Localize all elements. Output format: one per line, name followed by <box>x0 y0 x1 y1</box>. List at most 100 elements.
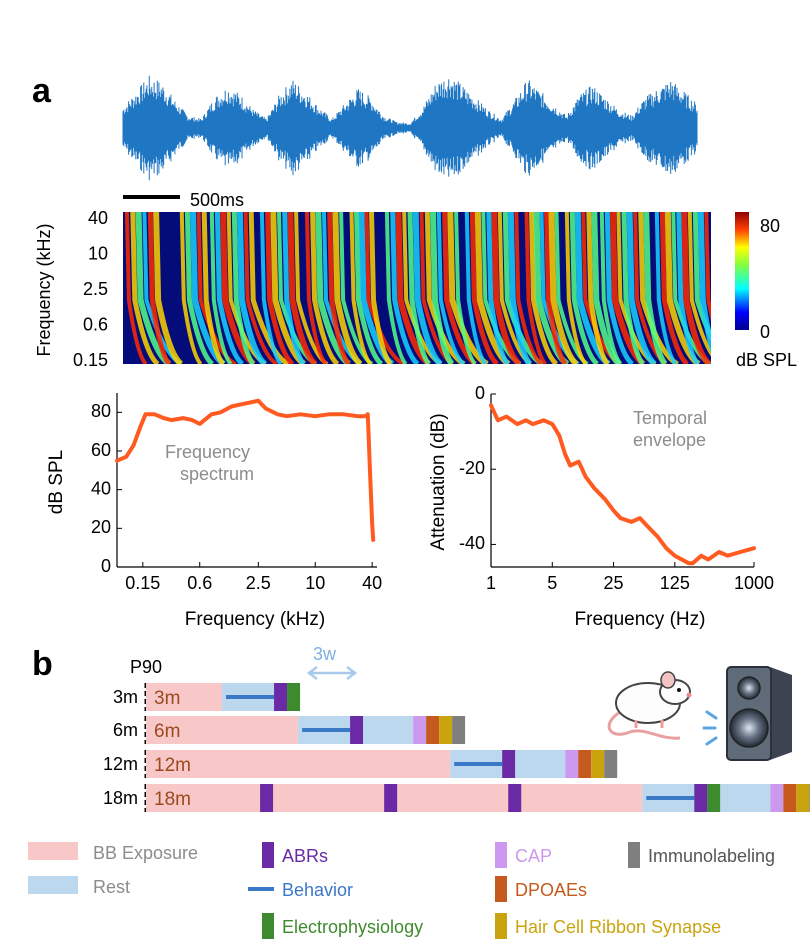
spectrogram-sweep <box>364 212 405 364</box>
exposure-bar-label: 18m <box>154 789 191 810</box>
legend-swatch <box>495 913 507 939</box>
exposure-bar <box>146 716 299 744</box>
spectrogram-sweep <box>430 212 455 364</box>
spectrogram-sweep <box>354 212 384 364</box>
legend-swatch <box>495 842 507 868</box>
timeline-marker <box>796 784 810 812</box>
spectrogram-sweep <box>692 212 711 343</box>
spectrogram-sweep <box>659 212 690 364</box>
legend-label: CAP <box>515 846 552 866</box>
spectrogram-sweep <box>599 212 623 364</box>
spectrogram-sweep <box>564 212 588 364</box>
exposure-bar <box>146 750 451 778</box>
x-tick-label: 0.6 <box>187 573 212 593</box>
timeline-row-label: 6m <box>113 720 138 740</box>
panel-label-b: b <box>32 645 53 683</box>
envelope-annotation-line-1: Temporal <box>633 408 707 428</box>
spectrogram-sweep <box>243 212 278 364</box>
mouse-nose <box>686 692 692 698</box>
rest-bar <box>515 750 566 778</box>
legend-label: BB Exposure <box>93 843 198 863</box>
waveform-trace <box>122 75 698 181</box>
timeline-marker <box>578 750 592 778</box>
temporal-envelope-chart: Temporal envelope Frequency (Hz) Attenua… <box>428 383 774 630</box>
timeline-marker <box>783 784 797 812</box>
spectrogram-sweep <box>259 212 283 364</box>
colorbar-label: dB SPL <box>736 350 797 370</box>
spectrum-annotation: Frequency spectrum <box>165 442 255 484</box>
spectrogram-sweep <box>464 212 488 364</box>
mouse-eye <box>677 688 681 692</box>
timeline-marker <box>694 784 708 812</box>
spectrogram-sweep <box>369 212 393 364</box>
x-tick-label: 40 <box>362 573 382 593</box>
spectrogram-sweep <box>124 212 148 364</box>
spectrogram-sweep <box>179 212 203 364</box>
spectrum-xlabel: Frequency (kHz) <box>185 609 325 630</box>
y-tick-label: -20 <box>459 458 485 478</box>
scale-bar-label: 500ms <box>190 190 244 210</box>
spectrogram-sweep <box>514 212 543 364</box>
legend-label: ABRs <box>282 846 328 866</box>
legend-swatch <box>628 842 640 868</box>
spectrogram-sweep <box>529 212 559 364</box>
y-tick-label: -40 <box>459 533 485 553</box>
spectrogram-sweep <box>436 212 466 364</box>
spectrogram-sweep <box>332 212 363 364</box>
spectrum-annotation-line-1: Frequency <box>165 442 250 462</box>
sound-waves <box>702 710 718 746</box>
spectrogram-sweeps <box>124 212 711 364</box>
spectrogram-sweep <box>626 212 657 364</box>
speaker-tweeter <box>737 676 761 700</box>
spectrogram-sweep <box>282 212 306 364</box>
spectrogram-sweep <box>524 212 548 364</box>
spectrogram-sweep <box>681 212 711 364</box>
x-tick-label: 10 <box>305 573 325 593</box>
legend-label: Hair Cell Ribbon Synapse <box>515 917 721 937</box>
timeline-marker <box>452 716 466 744</box>
spectrogram-sweep <box>209 212 233 364</box>
x-tick-label: 0.15 <box>125 573 160 593</box>
spectrogram-sweep <box>544 212 568 364</box>
y-tick-label: 80 <box>91 401 111 421</box>
spectrogram-sweep <box>231 212 256 364</box>
timeline-marker <box>604 750 618 778</box>
spectrogram-sweep <box>248 212 290 364</box>
spectrogram-sweep <box>654 212 678 364</box>
y-tick-label: 0 <box>101 556 111 576</box>
timeline-marker <box>502 750 516 778</box>
exposure-bar-label: 3m <box>154 688 180 709</box>
spectrogram-sweep <box>548 212 579 364</box>
spectrogram-sweep <box>287 212 318 364</box>
timeline-start-label: P90 <box>130 657 162 677</box>
legend-label: Rest <box>93 877 130 897</box>
x-tick-label: 5 <box>547 573 557 593</box>
spectrogram-sweep <box>407 212 431 364</box>
spectrogram-sweep <box>214 212 245 364</box>
legend-label: Immunolabeling <box>648 846 775 866</box>
spectrogram-sweep <box>412 212 443 364</box>
abr-marker <box>384 784 398 812</box>
speaker-woofer <box>729 708 769 748</box>
legend-label: Electrophysiology <box>282 917 423 937</box>
timeline-marker <box>350 716 364 744</box>
spectrogram-sweep <box>469 212 500 364</box>
timeline-marker <box>591 750 605 778</box>
spectrogram-sweep <box>184 212 215 364</box>
spectrum-ylabel: dB SPL <box>46 450 67 514</box>
colorbar-min: 0 <box>760 322 770 342</box>
y-tick-label: 20 <box>91 517 111 537</box>
spectrogram-sweep <box>621 212 645 364</box>
timeline-marker <box>413 716 427 744</box>
x-tick-label: 1000 <box>734 573 774 593</box>
mouse-ear <box>660 671 676 689</box>
spectrogram-sweep <box>604 212 635 364</box>
timeline-marker <box>770 784 784 812</box>
spectrogram-sweep <box>687 212 711 357</box>
y-tick-label: 0 <box>475 383 485 403</box>
spectrogram-sweep <box>643 212 668 364</box>
spectrogram-sweep <box>676 212 700 364</box>
spectrogram-sweep <box>236 212 267 364</box>
timeline-marker <box>274 683 288 711</box>
legend-swatch <box>262 842 274 868</box>
